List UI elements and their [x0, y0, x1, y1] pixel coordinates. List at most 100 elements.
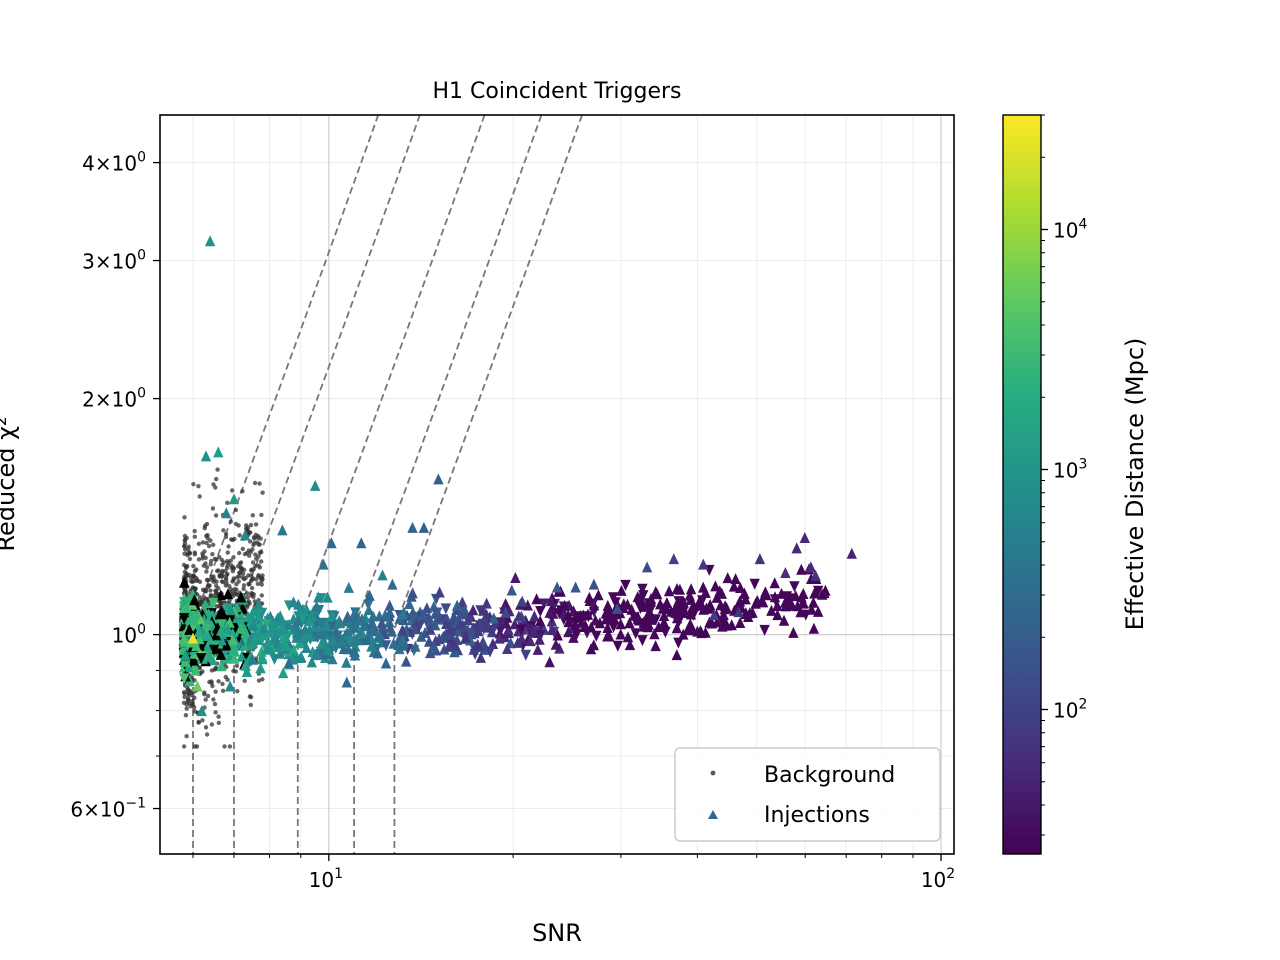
- background-point: [214, 476, 219, 482]
- background-point: [232, 590, 238, 595]
- injection-point: [809, 587, 820, 599]
- injection-point: [397, 608, 408, 620]
- background-point: [215, 568, 220, 574]
- injection-point: [413, 622, 424, 634]
- injection-point: [247, 653, 258, 665]
- injection-point: [451, 599, 463, 611]
- injection-point: [215, 648, 227, 660]
- background-point: [260, 490, 265, 495]
- background-point: [182, 515, 187, 520]
- injection-point: [180, 649, 191, 661]
- injection-point: [728, 580, 740, 592]
- injection-point: [668, 553, 679, 565]
- injection-point: [385, 621, 396, 633]
- injection-point: [179, 655, 191, 667]
- injection-point: [761, 589, 772, 601]
- injection-point: [635, 603, 646, 614]
- injection-point: [529, 610, 540, 622]
- injection-point: [343, 643, 354, 655]
- background-point: [210, 506, 216, 511]
- injection-point: [650, 640, 661, 652]
- background-point: [200, 553, 206, 558]
- background-point: [250, 547, 255, 552]
- injection-point: [495, 618, 506, 630]
- injection-point: [449, 646, 460, 658]
- background-point: [233, 507, 239, 513]
- injection-point: [204, 651, 215, 663]
- background-point: [209, 558, 214, 564]
- injection-point: [612, 640, 623, 652]
- background-point: [208, 588, 213, 593]
- injection-point: [259, 622, 270, 634]
- injection-point: [200, 598, 211, 610]
- background-point: [235, 689, 240, 694]
- background-point: [183, 565, 189, 571]
- injection-point: [477, 636, 489, 648]
- background-point: [256, 554, 261, 559]
- injection-point: [608, 621, 619, 633]
- injection-point: [484, 646, 496, 658]
- injection-point: [316, 593, 327, 605]
- injection-point: [222, 652, 233, 664]
- background-point: [223, 534, 229, 540]
- injection-point: [201, 623, 212, 635]
- injection-point: [192, 680, 203, 692]
- injection-point: [797, 597, 808, 609]
- injection-point: [515, 624, 527, 636]
- colorbar-tick-label: 104: [1053, 217, 1087, 243]
- injection-point: [628, 609, 640, 621]
- y-axis-label: Reduced χ²: [0, 416, 20, 551]
- injection-point: [694, 595, 705, 607]
- injection-point: [716, 587, 727, 599]
- injection-point: [594, 617, 606, 629]
- injection-point: [481, 597, 492, 609]
- injection-point: [407, 521, 418, 533]
- injection-point: [658, 616, 670, 628]
- background-point: [224, 664, 229, 670]
- injection-point: [358, 620, 370, 632]
- injection-point: [642, 609, 653, 621]
- background-point: [231, 555, 236, 560]
- background-point: [227, 584, 232, 589]
- background-point: [213, 710, 218, 715]
- injection-point: [419, 627, 431, 638]
- background-point: [240, 546, 245, 552]
- background-point: [224, 559, 230, 564]
- injection-point: [209, 644, 220, 656]
- background-point: [209, 680, 214, 686]
- injection-point: [193, 626, 204, 638]
- background-point: [230, 488, 235, 493]
- injection-point: [216, 619, 227, 631]
- injection-point: [178, 633, 190, 645]
- injection-point: [214, 608, 225, 620]
- injection-point: [215, 589, 226, 601]
- injection-point: [407, 587, 418, 599]
- injection-point: [684, 589, 695, 601]
- injection-point: [522, 599, 533, 611]
- background-point: [227, 744, 233, 749]
- y-tick-label: 100: [112, 622, 146, 648]
- background-point: [215, 467, 220, 472]
- background-point: [212, 667, 217, 672]
- injection-point: [682, 624, 693, 635]
- background-point: [216, 714, 221, 719]
- background-point: [226, 544, 231, 549]
- background-point: [238, 560, 244, 565]
- injection-point: [710, 580, 721, 592]
- injection-point: [650, 614, 661, 626]
- background-point: [225, 677, 230, 682]
- background-point: [204, 732, 210, 737]
- injection-point: [311, 649, 322, 661]
- injection-point: [546, 595, 557, 607]
- background-point: [205, 693, 211, 699]
- injection-point: [568, 631, 579, 643]
- background-point: [224, 577, 229, 582]
- background-point: [194, 744, 200, 749]
- injection-point: [459, 604, 470, 616]
- background-point: [204, 569, 209, 574]
- background-point: [247, 582, 252, 587]
- injection-point: [262, 642, 273, 654]
- background-point: [185, 686, 191, 692]
- injection-point: [500, 617, 512, 629]
- injection-point: [332, 630, 343, 642]
